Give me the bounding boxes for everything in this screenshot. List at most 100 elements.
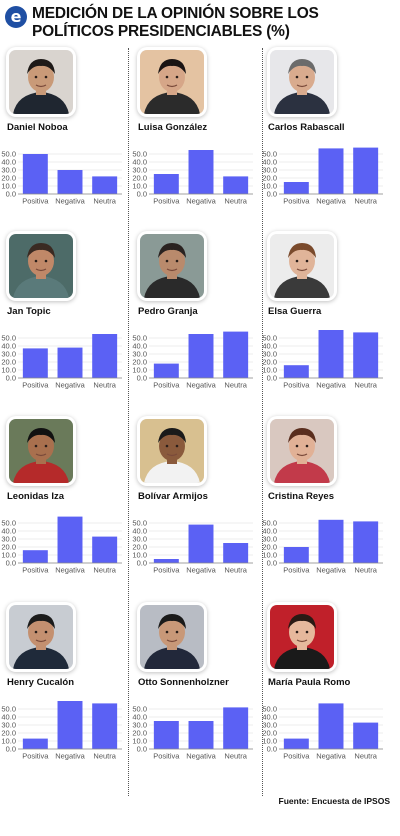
bar-neutra	[92, 334, 118, 378]
x-tick-label: Neutra	[224, 566, 247, 575]
x-tick-label: Negativa	[316, 197, 346, 206]
x-tick-label: Neutra	[354, 381, 377, 390]
bar-negativa	[188, 721, 214, 749]
y-tick-label: 0.0	[6, 559, 16, 568]
y-tick-label: 0.0	[6, 190, 16, 199]
y-tick-label: 10.0	[262, 551, 277, 560]
y-tick-label: 50.0	[1, 334, 16, 343]
politician-name: Bolívar Armijos	[138, 491, 208, 502]
portrait-photo	[270, 419, 334, 483]
y-tick-label: 50.0	[262, 705, 277, 714]
x-tick-label: Positiva	[22, 381, 49, 390]
y-tick-label: 20.0	[262, 729, 277, 738]
y-tick-label: 20.0	[132, 174, 147, 183]
x-tick-label: Positiva	[283, 197, 310, 206]
bar-negativa	[188, 334, 214, 378]
x-tick-label: Negativa	[55, 566, 85, 575]
person-portrait-icon	[270, 234, 334, 298]
x-tick-label: Positiva	[153, 752, 180, 761]
y-tick-label: 0.0	[267, 745, 277, 754]
person-portrait-icon	[140, 419, 204, 483]
person-portrait-icon	[270, 419, 334, 483]
x-tick-label: Positiva	[22, 752, 49, 761]
x-tick-label: Negativa	[316, 752, 346, 761]
politician-name: Luisa González	[138, 122, 208, 133]
y-tick-label: 20.0	[1, 729, 16, 738]
x-tick-label: Negativa	[55, 197, 85, 206]
y-tick-label: 20.0	[262, 543, 277, 552]
opinion-bar-chart: 0.010.020.030.040.050.0 Positiva Negativa N…	[262, 330, 383, 390]
x-tick-label: Positiva	[283, 752, 310, 761]
bar-positiva	[283, 182, 309, 194]
y-tick-label: 30.0	[1, 350, 16, 359]
y-tick-label: 40.0	[1, 527, 16, 536]
opinion-bar-chart: 0.010.020.030.040.050.0 Positiva Negativa N…	[262, 703, 383, 761]
y-tick-label: 40.0	[262, 527, 277, 536]
y-tick-label: 0.0	[137, 190, 147, 199]
bar-neutra	[223, 331, 249, 378]
opinion-bar-chart: 0.010.020.030.040.050.0 Positiva Negativa N…	[132, 705, 253, 761]
bar-neutra	[223, 543, 249, 563]
x-tick-label: Negativa	[55, 752, 85, 761]
x-tick-label: Positiva	[283, 566, 310, 575]
politician-name: Elsa Guerra	[268, 306, 322, 317]
person-portrait-icon	[270, 605, 334, 669]
bar-neutra	[353, 332, 379, 378]
y-tick-label: 50.0	[132, 334, 147, 343]
y-tick-label: 0.0	[137, 745, 147, 754]
person-portrait-icon	[9, 234, 73, 298]
bar-negativa	[57, 701, 83, 749]
bar-positiva	[22, 738, 48, 749]
portrait-photo	[9, 419, 73, 483]
bar-negativa	[318, 330, 344, 378]
y-tick-label: 0.0	[137, 559, 147, 568]
source-note: Fuente: Encuesta de IPSOS	[278, 796, 390, 806]
person-portrait-icon	[140, 234, 204, 298]
portrait-photo	[140, 234, 204, 298]
y-tick-label: 50.0	[262, 334, 277, 343]
bar-positiva	[22, 348, 48, 378]
x-tick-label: Positiva	[153, 566, 180, 575]
bar-negativa	[188, 150, 214, 194]
bar-positiva	[153, 721, 179, 749]
bar-neutra	[92, 536, 118, 563]
y-tick-label: 40.0	[262, 158, 277, 167]
politician-name: Henry Cucalón	[7, 677, 75, 688]
y-tick-label: 10.0	[262, 737, 277, 746]
column-divider	[262, 48, 263, 796]
x-tick-label: Negativa	[186, 752, 216, 761]
politician-name: Carlos Rabascall	[268, 122, 345, 133]
x-tick-label: Negativa	[316, 566, 346, 575]
y-tick-label: 10.0	[1, 737, 16, 746]
x-tick-label: Neutra	[93, 752, 116, 761]
y-tick-label: 40.0	[132, 713, 147, 722]
bar-neutra	[353, 521, 379, 563]
y-tick-label: 20.0	[132, 543, 147, 552]
bar-positiva	[22, 154, 48, 194]
y-tick-label: 10.0	[1, 182, 16, 191]
y-tick-label: 40.0	[132, 527, 147, 536]
y-tick-label: 50.0	[132, 519, 147, 528]
politician-name: Jan Topic	[7, 306, 51, 317]
y-tick-label: 30.0	[262, 350, 277, 359]
y-tick-label: 30.0	[262, 166, 277, 175]
x-tick-label: Positiva	[22, 566, 49, 575]
person-portrait-icon	[9, 419, 73, 483]
y-tick-label: 10.0	[132, 737, 147, 746]
y-tick-label: 10.0	[262, 182, 277, 191]
bar-positiva	[153, 559, 179, 563]
portrait-photo	[140, 50, 204, 114]
bar-negativa	[318, 519, 344, 563]
y-tick-label: 10.0	[132, 182, 147, 191]
y-tick-label: 10.0	[132, 366, 147, 375]
y-tick-label: 40.0	[262, 342, 277, 351]
y-tick-label: 0.0	[267, 374, 277, 383]
y-tick-label: 10.0	[132, 551, 147, 560]
bar-positiva	[283, 365, 309, 378]
x-tick-label: Neutra	[354, 197, 377, 206]
bar-neutra	[353, 147, 379, 194]
bar-positiva	[283, 547, 309, 563]
y-tick-label: 50.0	[1, 150, 16, 159]
portrait-photo	[9, 605, 73, 669]
y-tick-label: 30.0	[132, 350, 147, 359]
